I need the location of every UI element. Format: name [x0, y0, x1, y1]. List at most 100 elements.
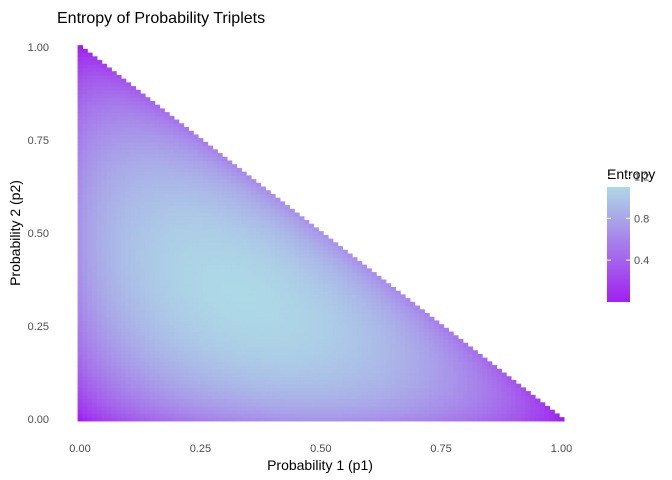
heatmap-tile — [178, 156, 185, 162]
heatmap-tile — [217, 205, 223, 210]
heatmap-tile — [438, 335, 445, 340]
heatmap-tile — [390, 398, 396, 403]
heatmap-tile — [419, 372, 425, 377]
heatmap-tile — [116, 331, 122, 336]
heatmap-tile — [438, 409, 445, 415]
heatmap-tile — [140, 324, 146, 329]
heatmap-tile — [145, 238, 151, 243]
heatmap-tile — [212, 257, 218, 262]
heatmap-tile — [376, 339, 382, 344]
heatmap-tile — [308, 231, 315, 236]
heatmap-tile — [111, 223, 117, 229]
heatmap-tile — [255, 350, 262, 355]
heatmap-tile — [279, 275, 286, 281]
heatmap-tile — [241, 242, 247, 247]
heatmap-tile — [111, 97, 117, 102]
heatmap-tile — [183, 193, 189, 199]
heatmap-tile — [145, 149, 151, 154]
heatmap-tile — [376, 402, 382, 407]
heatmap-tile — [101, 405, 108, 411]
heatmap-tile — [255, 339, 262, 344]
heatmap-tile — [207, 376, 214, 381]
heatmap-tile — [140, 234, 146, 240]
heatmap-tile — [202, 383, 209, 388]
heatmap-tile — [164, 190, 170, 195]
heatmap-tile — [453, 402, 459, 407]
heatmap-tile — [424, 339, 430, 344]
heatmap-tile — [275, 353, 281, 359]
heatmap-tile — [217, 182, 223, 188]
heatmap-tile — [125, 126, 132, 132]
heatmap-tile — [140, 312, 146, 318]
heatmap-tile — [135, 201, 141, 206]
heatmap-tile — [82, 160, 88, 165]
heatmap-tile — [173, 305, 180, 310]
heatmap-tile — [207, 339, 214, 344]
heatmap-tile — [183, 242, 189, 247]
heatmap-tile — [429, 417, 435, 422]
heatmap-tile — [250, 227, 257, 232]
heatmap-tile — [145, 156, 151, 162]
heatmap-tile — [135, 320, 141, 325]
heatmap-tile — [130, 249, 136, 255]
heatmap-tile — [236, 257, 242, 262]
heatmap-tile — [337, 417, 344, 422]
heatmap-tile — [308, 290, 315, 295]
heatmap-tile — [443, 361, 449, 366]
heatmap-tile — [284, 402, 291, 407]
heatmap-tile — [202, 257, 209, 262]
heatmap-tile — [193, 153, 199, 158]
heatmap-tile — [275, 379, 281, 385]
heatmap-tile — [120, 182, 127, 188]
heatmap-tile — [125, 201, 132, 206]
heatmap-tile — [395, 305, 401, 310]
heatmap-tile — [188, 130, 194, 136]
heatmap-tile — [226, 350, 233, 355]
heatmap-tile — [135, 257, 141, 262]
heatmap-tile — [169, 242, 175, 247]
heatmap-tile — [149, 342, 156, 348]
heatmap-tile — [154, 357, 161, 362]
heatmap-tile — [352, 283, 358, 288]
heatmap-tile — [246, 327, 252, 333]
heatmap-tile — [448, 379, 454, 385]
heatmap-tile — [140, 294, 146, 299]
heatmap-tile — [202, 275, 209, 281]
heatmap-tile — [193, 227, 199, 232]
heatmap-tile — [361, 342, 368, 348]
heatmap-tile — [342, 405, 348, 411]
heatmap-tile — [371, 320, 377, 325]
heatmap-tile — [217, 290, 223, 295]
heatmap-tile — [217, 312, 223, 318]
heatmap-tile — [111, 219, 117, 225]
heatmap-tile — [207, 290, 214, 295]
heatmap-tile — [236, 357, 242, 362]
heatmap-tile — [255, 391, 262, 396]
heatmap-tile — [438, 368, 445, 374]
heatmap-tile — [289, 316, 295, 322]
heatmap-tile — [164, 264, 170, 269]
heatmap-tile — [405, 402, 411, 407]
heatmap-tile — [188, 153, 194, 158]
heatmap-tile — [231, 179, 238, 184]
heatmap-tile — [457, 368, 464, 374]
heatmap-tile — [188, 141, 194, 147]
heatmap-tile — [371, 272, 377, 277]
heatmap-tile — [400, 391, 406, 396]
heatmap-tile — [361, 264, 368, 269]
heatmap-tile — [226, 391, 233, 396]
heatmap-tile — [202, 253, 209, 258]
heatmap-tile — [87, 160, 93, 165]
heatmap-tile — [477, 409, 483, 415]
heatmap-tile — [371, 339, 377, 344]
heatmap-tile — [385, 294, 392, 299]
heatmap-tile — [130, 402, 136, 407]
heatmap-tile — [246, 312, 252, 318]
heatmap-tile — [159, 246, 165, 251]
heatmap-tile — [231, 290, 238, 295]
heatmap-tile — [270, 279, 276, 284]
heatmap-tile — [178, 246, 185, 251]
heatmap-tile — [87, 141, 93, 147]
heatmap-tile — [164, 242, 170, 247]
heatmap-tile — [125, 357, 132, 362]
